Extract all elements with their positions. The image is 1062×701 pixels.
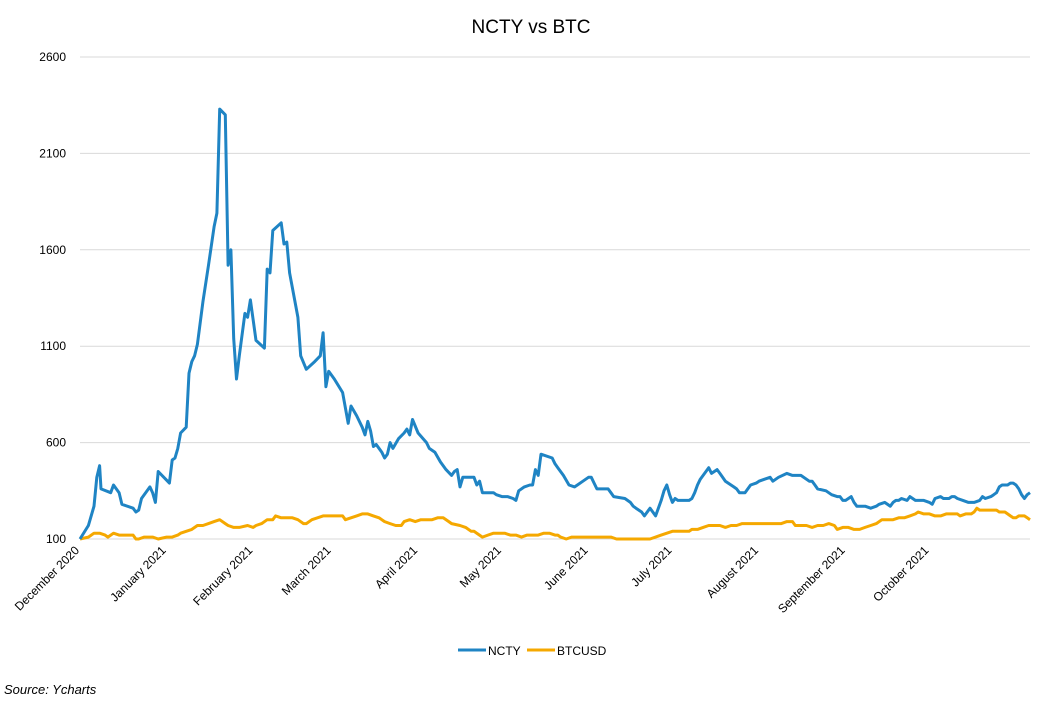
legend-label-ncty: NCTY	[488, 644, 521, 658]
x-tick-label: June 2021	[541, 543, 591, 593]
x-tick-label: August 2021	[704, 543, 762, 601]
gridlines	[80, 56, 1030, 540]
x-tick-label: April 2021	[372, 543, 420, 591]
series-line-ncty	[78, 107, 1031, 540]
x-tick-label: February 2021	[190, 543, 255, 608]
x-tick-label: January 2021	[107, 543, 169, 605]
x-tick-label: March 2021	[279, 543, 334, 598]
x-tick-label: May 2021	[457, 543, 504, 590]
series-line-btcusd	[79, 506, 1031, 541]
y-tick-label: 1600	[39, 243, 66, 257]
y-tick-label: 2100	[39, 146, 66, 160]
legend: NCTY BTCUSD	[458, 644, 607, 658]
source-note: Source: Ycharts	[4, 682, 97, 697]
y-axis: 100 600 1100 1600 2100 2600	[39, 50, 66, 546]
y-tick-label: 100	[46, 532, 66, 546]
chart-title: NCTY vs BTC	[472, 17, 591, 38]
y-tick-label: 2600	[39, 50, 66, 64]
y-tick-label: 600	[46, 436, 66, 450]
x-tick-label: October 2021	[870, 543, 932, 605]
x-axis: December 2020 January 2021 February 2021 Ma…	[12, 543, 932, 616]
series-lines	[78, 107, 1031, 541]
y-tick-label: 1100	[40, 339, 66, 353]
x-tick-label: September 2021	[775, 543, 848, 616]
x-tick-label: July 2021	[628, 543, 674, 589]
x-tick-label: December 2020	[12, 543, 83, 614]
legend-label-btcusd: BTCUSD	[557, 644, 607, 658]
